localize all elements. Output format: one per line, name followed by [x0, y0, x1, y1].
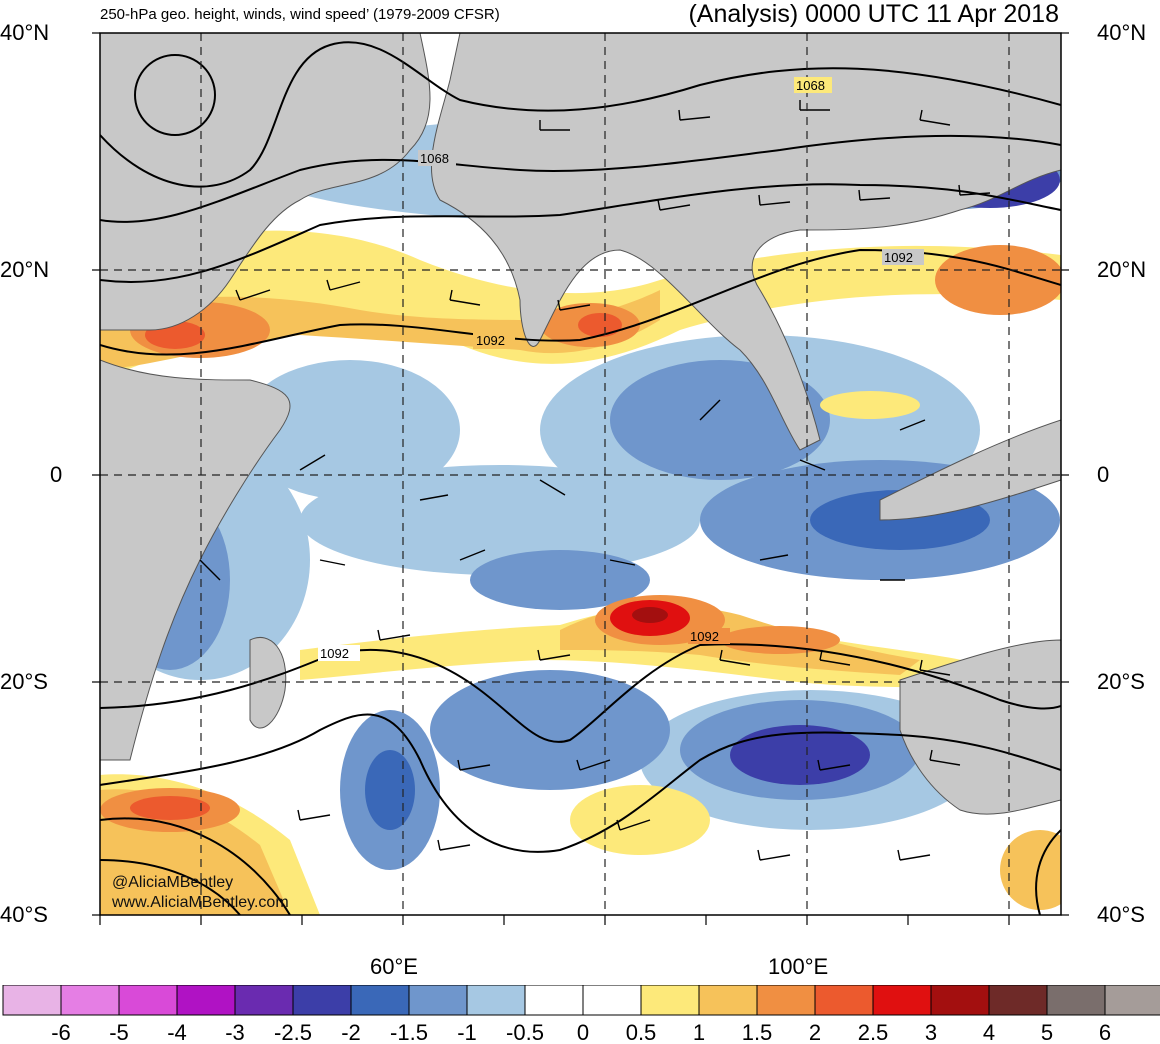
credit-url: www.AliciaMBentley.com [112, 894, 289, 911]
colorbar-label: -1 [457, 1020, 477, 1044]
colorbar-swatch [814, 985, 874, 1016]
contour-label-1092-s: 1092 [690, 629, 719, 644]
colorbar-swatch [698, 985, 758, 1016]
colorbar-swatch [2, 985, 62, 1016]
contour-labels: 1068 1068 1092 1092 1092 1092 [318, 77, 924, 661]
lat-lon-grid [100, 33, 1061, 915]
lat-label-40n-left: 40°N [0, 20, 50, 45]
colorbar-label: -6 [51, 1020, 71, 1044]
colorbar-swatch [930, 985, 990, 1016]
colorbar-swatch [872, 985, 932, 1016]
colorbar-label: -2.5 [274, 1020, 312, 1044]
colorbar-label: 0 [577, 1020, 589, 1044]
lat-label-20s-left: 20°S [0, 669, 48, 694]
colorbar-label: -5 [109, 1020, 129, 1044]
colorbar-swatch [988, 985, 1048, 1016]
lat-label-20n-right: 20°N [1097, 257, 1147, 282]
colorbar-label: -1.5 [390, 1020, 428, 1044]
colorbar-swatch [292, 985, 352, 1016]
colorbar-swatch [524, 985, 584, 1016]
lon-label-100e: 100°E [768, 954, 829, 979]
colorbar-label: 0.5 [626, 1020, 657, 1044]
colorbar-swatch [60, 985, 120, 1016]
colorbar-swatch [1104, 985, 1160, 1016]
contour-label-1068-west: 1068 [420, 151, 449, 166]
credit-handle: @AliciaMBentley [112, 874, 234, 891]
colorbar-label: -2 [341, 1020, 361, 1044]
lat-label-eq-right: 0 [1097, 462, 1110, 487]
lat-label-20n-left: 20°N [0, 257, 50, 282]
colorbar-swatch [350, 985, 410, 1016]
colorbar-label: 2 [809, 1020, 821, 1044]
colorbar: -6 -5 -4 -3 -2.5 -2 -1.5 -1 -0.5 0 0.5 1 1.5 2 2.5 3 4 5 6 [2, 985, 1160, 1044]
colorbar-swatch [176, 985, 236, 1016]
colorbar-label: 1.5 [742, 1020, 773, 1044]
colorbar-swatch [1046, 985, 1106, 1016]
colorbar-label: 3 [925, 1020, 937, 1044]
chart-title-left: 250-hPa geo. height, winds, wind speed’ … [100, 6, 500, 23]
colorbar-label: 5 [1041, 1020, 1053, 1044]
map-plot: 1068 1068 1092 1092 1092 1092 [92, 32, 1069, 925]
wind-barbs [199, 100, 991, 861]
colorbar-label: -4 [167, 1020, 187, 1044]
colorbar-swatch [640, 985, 700, 1016]
colorbar-swatch [118, 985, 178, 1016]
contour-label-1092-china: 1092 [884, 250, 913, 265]
lat-label-40s-left: 40°S [0, 902, 48, 927]
axis-ticks [92, 32, 1069, 925]
colorbar-label: -3 [225, 1020, 245, 1044]
height-contours [100, 41, 1061, 915]
colorbar-swatch [756, 985, 816, 1016]
chart-title-right: (Analysis) 0000 UTC 11 Apr 2018 [688, 0, 1059, 28]
lat-label-eq-left: 0 [50, 462, 63, 487]
contour-label-1068-east: 1068 [796, 78, 825, 93]
lon-label-60e: 60°E [370, 954, 418, 979]
lat-label-40n-right: 40°N [1097, 20, 1147, 45]
colorbar-swatch [582, 985, 642, 1016]
colorbar-swatch [408, 985, 468, 1016]
plot-frame [99, 32, 1062, 916]
colorbar-label: 6 [1099, 1020, 1111, 1044]
colorbar-swatch [466, 985, 526, 1016]
colorbar-label: -0.5 [506, 1020, 544, 1044]
contour-label-1092-india: 1092 [476, 333, 505, 348]
colorbar-label: 1 [693, 1020, 705, 1044]
colorbar-label: 2.5 [858, 1020, 889, 1044]
colorbar-label: 4 [983, 1020, 995, 1044]
colorbar-swatch [234, 985, 294, 1016]
contour-label-1092-sw: 1092 [320, 646, 349, 661]
lat-label-20s-right: 20°S [1097, 669, 1145, 694]
lat-label-40s-right: 40°S [1097, 902, 1145, 927]
